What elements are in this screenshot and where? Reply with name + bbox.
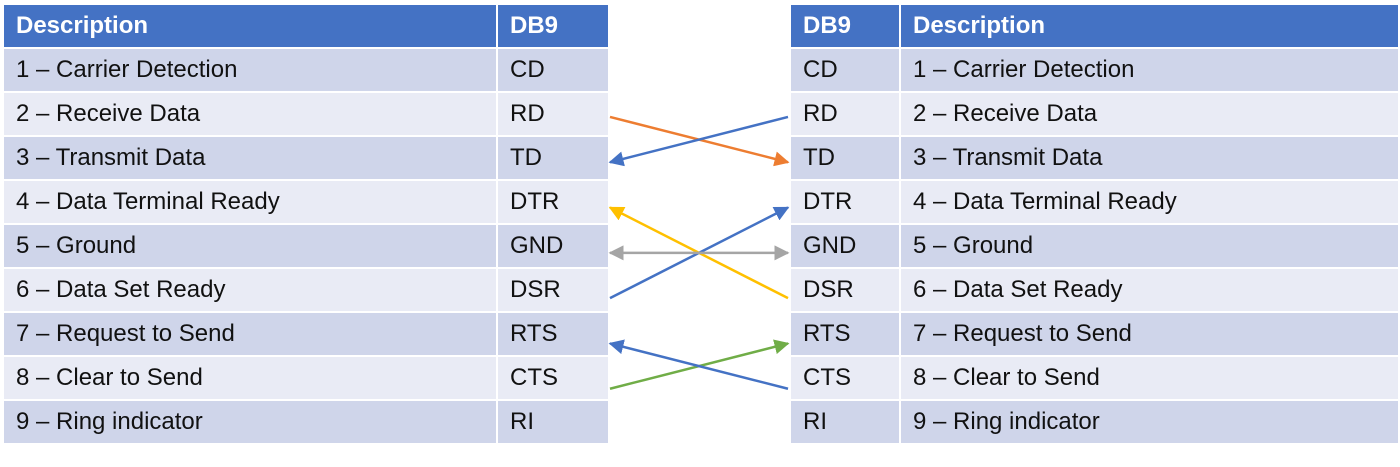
wire-cts-rts-right-to-left (608, 339, 789, 390)
pin-signal: DTR (496, 179, 610, 225)
pin-description: 4 – Data Terminal Ready (2, 179, 498, 225)
table-row: 4 – Data Terminal Ready DTR (2, 179, 610, 225)
wire-cts-rts-left-to-right (609, 339, 790, 390)
pin-signal: TD (496, 135, 610, 181)
pin-signal: CTS (789, 355, 901, 401)
pin-description: 7 – Request to Send (2, 311, 498, 357)
pin-description: 1 – Carrier Detection (899, 47, 1400, 93)
table-row: TD 3 – Transmit Data (789, 135, 1400, 181)
table-row: RI 9 – Ring indicator (789, 399, 1400, 445)
pin-description: 9 – Ring indicator (899, 399, 1400, 445)
table-row: 2 – Receive Data RD (2, 91, 610, 137)
pin-signal: CD (496, 47, 610, 93)
table-row: 6 – Data Set Ready DSR (2, 267, 610, 313)
pin-signal: DSR (789, 267, 901, 313)
pin-signal: DSR (496, 267, 610, 313)
table-row: 3 – Transmit Data TD (2, 135, 610, 181)
pin-signal: RTS (496, 311, 610, 357)
pin-description: 6 – Data Set Ready (899, 267, 1400, 313)
pin-description: 5 – Ground (2, 223, 498, 269)
table-row: CD 1 – Carrier Detection (789, 47, 1400, 93)
pin-signal: TD (789, 135, 901, 181)
pin-signal: RI (496, 399, 610, 445)
pin-description: 2 – Receive Data (2, 91, 498, 137)
pin-description: 9 – Ring indicator (2, 399, 498, 445)
pin-signal: CD (789, 47, 901, 93)
table-row: 5 – Ground GND (2, 223, 610, 269)
left-pinout-table: Description DB9 1 – Carrier Detection CD … (2, 3, 610, 445)
pin-description: 5 – Ground (899, 223, 1400, 269)
table-row: RTS 7 – Request to Send (789, 311, 1400, 357)
pin-description: 1 – Carrier Detection (2, 47, 498, 93)
header-row: DB9 Description (789, 3, 1400, 49)
pin-description: 8 – Clear to Send (899, 355, 1400, 401)
table-row: DTR 4 – Data Terminal Ready (789, 179, 1400, 225)
pin-signal: GND (496, 223, 610, 269)
description-header: Description (899, 3, 1400, 49)
pin-description: 7 – Request to Send (899, 311, 1400, 357)
wire-dsr-dtr-left-to-right (609, 206, 790, 300)
pin-description: 2 – Receive Data (899, 91, 1400, 137)
right-pinout-table: DB9 Description CD 1 – Carrier Detection … (789, 3, 1400, 445)
wire-dsr-dtr-right-to-left (608, 206, 789, 300)
header-row: Description DB9 (2, 3, 610, 49)
pin-description: 4 – Data Terminal Ready (899, 179, 1400, 225)
wire-rd-td-right-to-left (608, 115, 789, 167)
db9-header: DB9 (496, 3, 610, 49)
pin-description: 6 – Data Set Ready (2, 267, 498, 313)
table-row: CTS 8 – Clear to Send (789, 355, 1400, 401)
table-row: 9 – Ring indicator RI (2, 399, 610, 445)
wire-rd-td-left-to-right (609, 115, 790, 167)
table-row: 8 – Clear to Send CTS (2, 355, 610, 401)
pin-signal: CTS (496, 355, 610, 401)
pin-signal: RTS (789, 311, 901, 357)
table-row: RD 2 – Receive Data (789, 91, 1400, 137)
pin-signal: RI (789, 399, 901, 445)
db9-header: DB9 (789, 3, 901, 49)
table-row: GND 5 – Ground (789, 223, 1400, 269)
pin-signal: RD (789, 91, 901, 137)
table-row: DSR 6 – Data Set Ready (789, 267, 1400, 313)
pin-signal: GND (789, 223, 901, 269)
pin-signal: RD (496, 91, 610, 137)
pin-description: 8 – Clear to Send (2, 355, 498, 401)
description-header: Description (2, 3, 498, 49)
table-row: 1 – Carrier Detection CD (2, 47, 610, 93)
pin-description: 3 – Transmit Data (2, 135, 498, 181)
pin-signal: DTR (789, 179, 901, 225)
pin-description: 3 – Transmit Data (899, 135, 1400, 181)
table-row: 7 – Request to Send RTS (2, 311, 610, 357)
